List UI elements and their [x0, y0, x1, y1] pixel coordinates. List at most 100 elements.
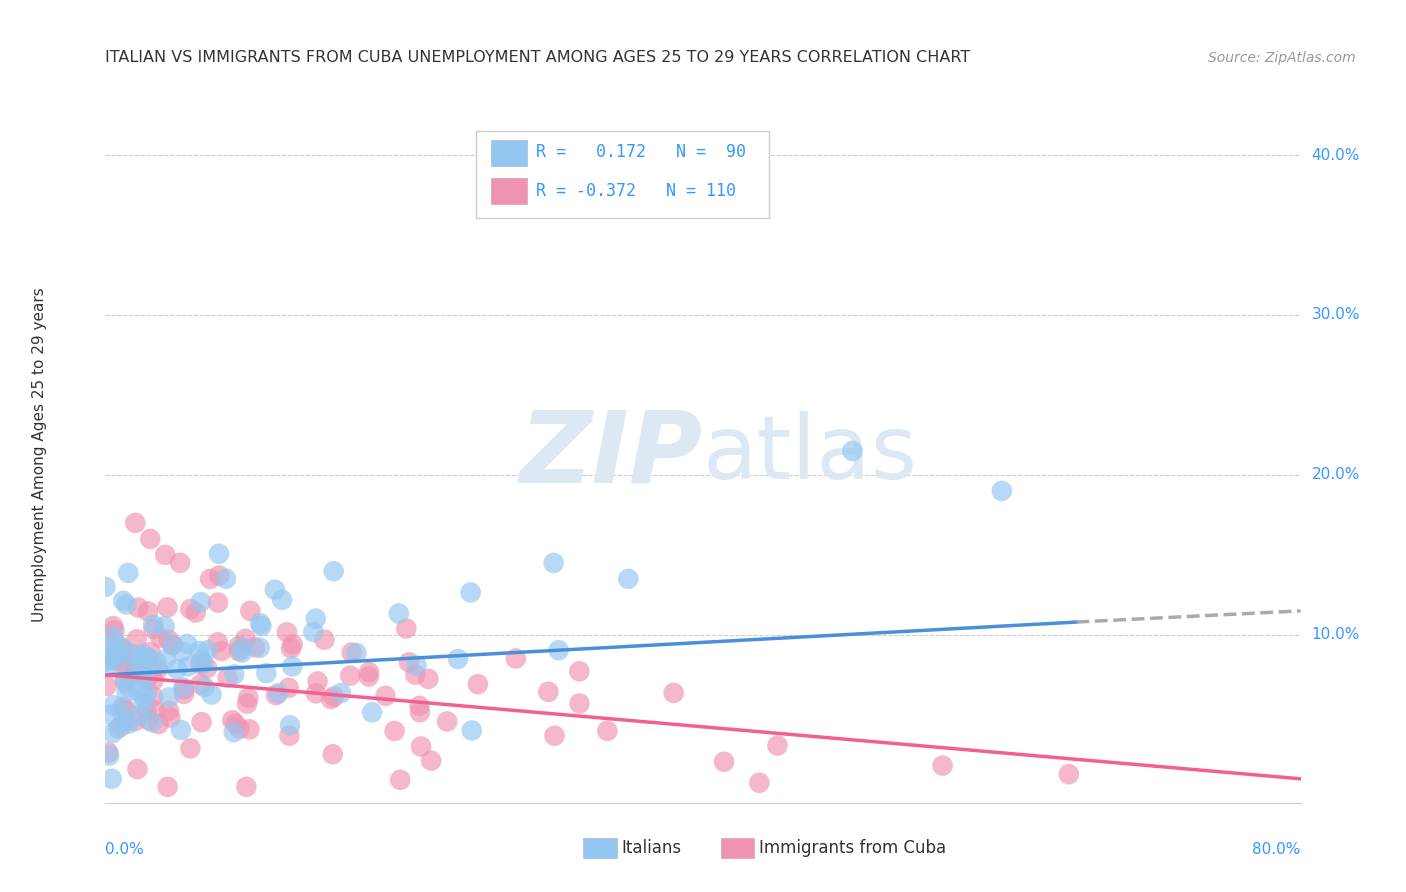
Point — [114, 673, 136, 687]
Point — [108, 640, 131, 654]
Point — [166, 662, 188, 676]
Point — [169, 556, 191, 570]
Point — [231, 640, 253, 655]
Point — [190, 653, 212, 667]
Point — [136, 649, 159, 664]
Text: ZIP: ZIP — [520, 407, 703, 503]
Point — [190, 715, 212, 730]
Point — [238, 723, 260, 737]
Point — [132, 697, 155, 711]
Point — [131, 657, 153, 672]
Point — [101, 726, 124, 740]
Point — [235, 632, 257, 646]
Point — [107, 722, 129, 736]
Point — [108, 720, 131, 734]
Point — [713, 755, 735, 769]
Point — [157, 632, 180, 647]
Point — [97, 746, 120, 760]
Point — [197, 643, 219, 657]
Point — [157, 690, 180, 705]
Point — [114, 657, 136, 672]
Point — [114, 703, 136, 717]
Point — [339, 668, 361, 682]
Point — [221, 713, 243, 727]
Point — [96, 633, 118, 648]
Point — [361, 706, 384, 720]
Point — [172, 681, 194, 695]
Point — [314, 632, 336, 647]
Point — [409, 705, 432, 719]
Point — [395, 622, 418, 636]
Point — [568, 697, 591, 711]
Point — [117, 716, 139, 731]
Point — [145, 703, 167, 717]
Point — [124, 714, 146, 728]
Point — [231, 645, 253, 659]
Point — [193, 657, 215, 671]
Point — [173, 682, 195, 697]
Bar — [583, 838, 617, 858]
Point — [208, 568, 231, 582]
Point — [142, 617, 165, 632]
Point — [195, 661, 218, 675]
Point — [155, 652, 177, 666]
Point — [101, 648, 124, 663]
Text: Source: ZipAtlas.com: Source: ZipAtlas.com — [1209, 52, 1357, 65]
Point — [617, 572, 640, 586]
Point — [215, 572, 238, 586]
Point — [124, 516, 146, 530]
Point — [190, 595, 212, 609]
Point — [114, 675, 136, 690]
Point — [112, 643, 135, 657]
Point — [104, 638, 127, 652]
Point — [184, 606, 207, 620]
Point — [153, 619, 176, 633]
Point — [156, 780, 179, 794]
Point — [162, 638, 184, 652]
Point — [322, 564, 344, 578]
Point — [389, 772, 412, 787]
Point — [115, 714, 138, 728]
Text: 20.0%: 20.0% — [1312, 467, 1360, 483]
Point — [374, 689, 396, 703]
Point — [125, 632, 148, 647]
Point — [146, 662, 169, 676]
Point — [96, 679, 118, 693]
Point — [841, 444, 863, 458]
Point — [281, 659, 304, 673]
Point — [330, 686, 353, 700]
Point — [134, 691, 156, 706]
Point — [340, 646, 363, 660]
Point — [505, 651, 527, 665]
Point — [101, 619, 124, 633]
Point — [142, 622, 165, 636]
Point — [173, 687, 195, 701]
Point — [110, 704, 132, 718]
Point — [537, 684, 560, 698]
Point — [146, 656, 169, 670]
Point — [409, 739, 432, 754]
Text: 30.0%: 30.0% — [1312, 308, 1360, 323]
Point — [990, 483, 1012, 498]
Text: R = -0.372   N = 110: R = -0.372 N = 110 — [536, 182, 735, 200]
Point — [207, 635, 229, 649]
Point — [193, 680, 215, 694]
Point — [208, 547, 231, 561]
Point — [127, 600, 149, 615]
Text: atlas: atlas — [703, 411, 918, 499]
Point — [148, 717, 170, 731]
Point — [281, 637, 304, 651]
Point — [447, 652, 470, 666]
FancyBboxPatch shape — [475, 131, 769, 219]
Point — [112, 657, 135, 672]
Point — [94, 654, 117, 668]
Point — [103, 653, 125, 667]
Point — [249, 640, 271, 655]
Point — [94, 580, 117, 594]
Point — [103, 624, 125, 638]
Point — [115, 685, 138, 699]
Point — [155, 548, 177, 562]
Point — [108, 652, 131, 666]
Point — [200, 688, 222, 702]
Point — [267, 686, 290, 700]
